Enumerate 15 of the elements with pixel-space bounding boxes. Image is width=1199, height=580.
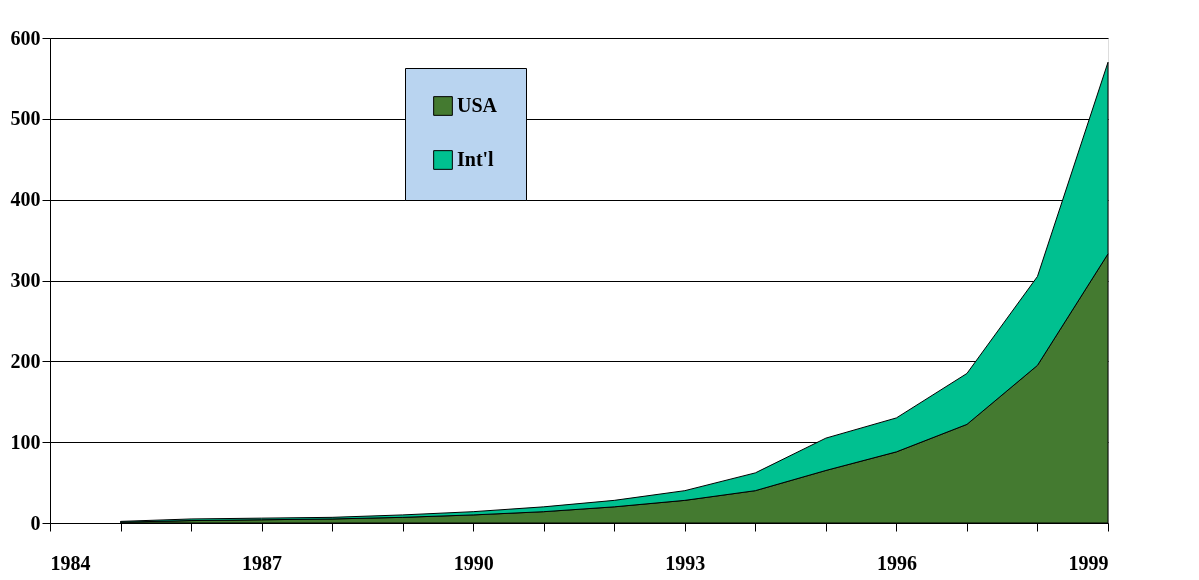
y-tick-label: 400 [10,188,41,211]
x-tick-label: 1990 [453,551,494,574]
x-tick-label: 1987 [242,551,283,574]
y-tick-label: 100 [10,430,41,453]
x-tick-label: 1999 [1068,551,1109,574]
y-tick-label: 300 [10,269,41,291]
x-tick-label: 1984 [50,551,91,574]
y-tick-label: 500 [10,107,41,130]
x-tick-label: 1996 [876,551,917,574]
y-tick-label: 200 [10,349,41,372]
y-tick-label: 600 [10,26,41,49]
legend-label: USA [457,94,498,116]
legend-label: Int'l [457,148,495,170]
x-tick-label: 1993 [665,551,706,574]
y-tick-label: 0 [30,511,41,534]
